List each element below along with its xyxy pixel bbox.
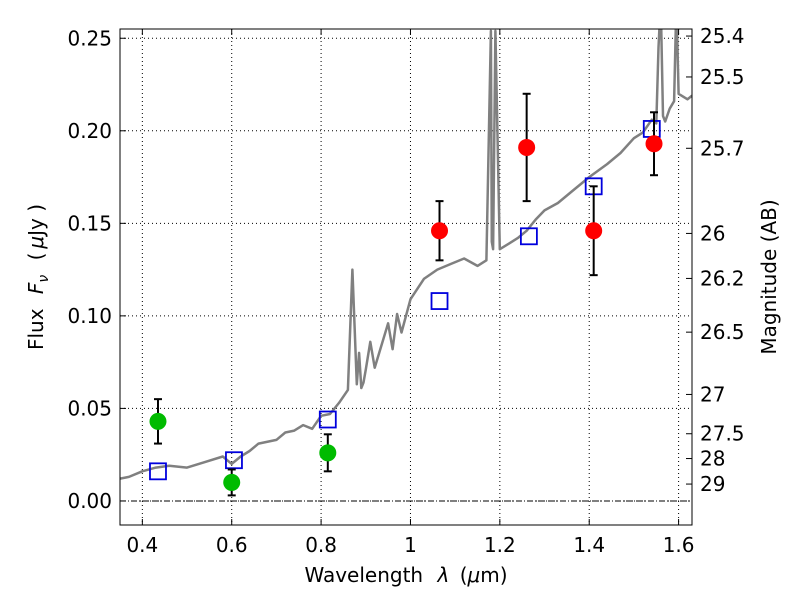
magnitude-tick-label: 27.5 bbox=[700, 422, 745, 446]
model-point bbox=[430, 292, 449, 310]
y-tick-label: 0.05 bbox=[67, 396, 112, 420]
observed-point bbox=[518, 138, 536, 156]
model-point bbox=[519, 227, 538, 246]
x-tick-label: 1.2 bbox=[484, 533, 516, 557]
y-tick-label: 0.15 bbox=[67, 211, 112, 235]
model-point bbox=[225, 451, 243, 470]
x-tick-label: 0.8 bbox=[305, 533, 337, 557]
model-point bbox=[149, 462, 167, 481]
plot-frame bbox=[119, 28, 693, 526]
magnitude-tick-label: 25.4 bbox=[700, 24, 745, 48]
magnitude-tick-label: 25.7 bbox=[700, 136, 745, 160]
magnitude-tick-label: 25.5 bbox=[700, 65, 745, 89]
x-axis-title: Wavelength λ (μm) bbox=[304, 563, 507, 587]
plot-background bbox=[120, 29, 692, 525]
observed-point bbox=[431, 222, 449, 240]
y-tick-label: 0.20 bbox=[67, 119, 112, 143]
x-tick-labels: 0.4 0.6 0.8 1 1.2 1.4 1.6 bbox=[126, 533, 694, 557]
observed-point bbox=[645, 135, 663, 153]
x-tick-label: 1.4 bbox=[573, 533, 605, 557]
magnitude-tick-label: 26.2 bbox=[700, 266, 745, 290]
y-tick-label: 0.10 bbox=[67, 304, 112, 328]
y-tick-label: 0.00 bbox=[67, 489, 112, 513]
magnitude-tick-label: 29 bbox=[700, 472, 725, 496]
magnitude-tick-label: 28 bbox=[700, 447, 725, 471]
magnitude-axis-title: Magnitude (AB) bbox=[757, 199, 781, 354]
x-tick-label: 1 bbox=[404, 533, 417, 557]
ticks bbox=[120, 29, 692, 525]
x-tick-label: 0.6 bbox=[216, 533, 248, 557]
y-tick-label: 0.25 bbox=[67, 26, 112, 50]
observed-point bbox=[585, 222, 603, 240]
observed-point bbox=[319, 444, 337, 462]
magnitude-tick-label: 27 bbox=[700, 382, 725, 406]
spectrum-line bbox=[120, 29, 692, 480]
spectrum-series bbox=[120, 29, 692, 480]
observed-point bbox=[149, 412, 167, 430]
x-tick-label: 0.4 bbox=[126, 533, 158, 557]
magnitude-tick-label: 26 bbox=[700, 221, 725, 245]
markers bbox=[149, 92, 663, 497]
magnitude-tick-label: 26.5 bbox=[700, 320, 745, 344]
y-tick-labels: 0.00 0.05 0.10 0.15 0.20 0.25 bbox=[67, 26, 112, 513]
observed-point bbox=[223, 473, 241, 491]
y-axis-title: Flux Fν (μJy ) bbox=[24, 204, 53, 350]
model-point bbox=[318, 410, 337, 429]
x-tick-label: 1.6 bbox=[663, 533, 695, 557]
